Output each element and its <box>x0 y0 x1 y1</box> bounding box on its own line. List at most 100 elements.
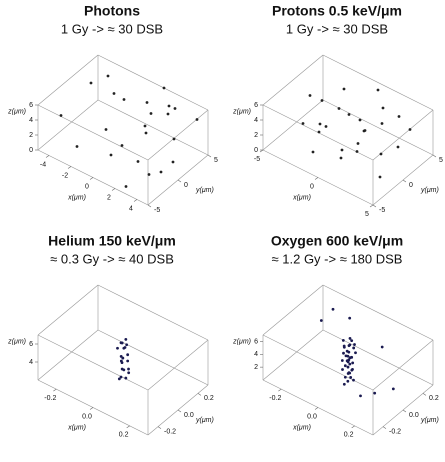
point <box>378 175 382 179</box>
point <box>124 337 128 341</box>
y-tick-label: -5 <box>379 207 385 214</box>
point <box>350 355 354 359</box>
y-tick-label: 0.0 <box>409 412 419 419</box>
point <box>127 367 130 371</box>
box-edge <box>322 99 434 156</box>
point <box>349 376 353 379</box>
point <box>126 353 130 357</box>
x-tick <box>259 149 264 153</box>
x-tick <box>111 188 116 191</box>
x-tick-label: 0.0 <box>82 413 92 420</box>
x-tick <box>89 177 94 180</box>
panel-subtitle: 1 Gy -> ≈ 30 DSB <box>286 21 388 36</box>
y-tick-label: -5 <box>154 207 160 214</box>
z-axis-label: z(μm) <box>7 109 26 116</box>
point <box>358 118 362 122</box>
point <box>346 354 350 358</box>
point <box>136 160 140 163</box>
point <box>347 113 351 116</box>
point <box>337 107 341 110</box>
z-tick-label: 2 <box>29 132 33 139</box>
panel-title: Photons <box>84 3 140 19</box>
point <box>380 345 384 349</box>
point <box>373 391 377 395</box>
x-axis-label: x(μm) <box>292 194 311 201</box>
point <box>352 378 355 382</box>
x-tick <box>45 155 50 158</box>
point <box>376 88 380 92</box>
point <box>171 160 175 164</box>
y-tick-label: 0 <box>409 182 413 189</box>
box-edge <box>97 54 209 111</box>
x-tick <box>369 204 374 208</box>
panel-title: Protons 0.5 keV/μm <box>272 3 402 19</box>
box-edge <box>97 284 209 341</box>
x-tick-label: 0.0 <box>307 413 317 420</box>
y-tick <box>147 204 152 208</box>
point <box>331 307 335 311</box>
point <box>340 148 344 152</box>
point <box>121 356 125 360</box>
x-tick-label: -0.2 <box>269 395 281 402</box>
point <box>350 339 354 343</box>
z-tick-label: 6 <box>254 338 258 345</box>
x-tick <box>126 425 130 429</box>
z-tick-label: 2 <box>254 364 258 371</box>
box-edge <box>262 99 324 151</box>
x-tick <box>314 177 319 180</box>
point <box>106 74 110 78</box>
y-tick <box>207 154 212 158</box>
point <box>120 361 124 365</box>
point <box>166 112 170 116</box>
point <box>126 359 130 363</box>
x-tick <box>278 388 282 392</box>
x-tick-label: 0.2 <box>344 432 354 439</box>
panel-subtitle: ≈ 0.3 Gy -> ≈ 40 DSB <box>50 251 174 266</box>
y-tick-label: 0.2 <box>204 395 214 402</box>
point <box>162 86 166 90</box>
box-edge <box>37 334 149 391</box>
x-tick-label: 2 <box>107 194 111 201</box>
point <box>381 106 385 110</box>
x-tick-label: 5 <box>365 211 369 218</box>
point <box>159 170 163 174</box>
point <box>348 343 352 347</box>
box-edge <box>262 329 324 381</box>
y-tick <box>402 179 407 183</box>
z-tick-label: 0 <box>29 147 33 154</box>
panel-subtitle: 1 Gy -> ≈ 30 DSB <box>61 21 163 36</box>
x-tick-label: -5 <box>254 156 260 163</box>
box-edge <box>372 109 434 161</box>
point <box>353 343 356 346</box>
y-tick <box>422 393 427 396</box>
x-axis-label: x(μm) <box>67 194 86 201</box>
point <box>356 142 360 145</box>
box-edge <box>372 339 434 391</box>
point <box>343 364 347 368</box>
box-edge <box>322 284 434 341</box>
point <box>117 377 121 381</box>
point <box>301 122 305 125</box>
box-edge <box>37 54 99 106</box>
point <box>122 346 126 350</box>
point <box>89 81 93 85</box>
y-tick-label: -0.2 <box>389 429 401 436</box>
point <box>144 131 148 135</box>
x-tick-label: 0 <box>310 183 314 190</box>
point <box>195 118 199 121</box>
y-tick <box>382 426 387 429</box>
x-tick <box>133 199 138 202</box>
point <box>127 371 131 375</box>
x-tick <box>53 388 57 392</box>
panel-title: Oxygen 600 keV/μm <box>271 233 403 249</box>
box-edge <box>97 99 209 156</box>
point <box>122 368 126 372</box>
point <box>346 379 350 383</box>
point <box>346 365 350 369</box>
box-edge <box>147 339 209 391</box>
point <box>167 104 171 108</box>
point <box>308 94 312 97</box>
x-tick-label: -4 <box>40 161 46 168</box>
box-edge <box>37 99 99 151</box>
box-edge <box>322 329 434 386</box>
